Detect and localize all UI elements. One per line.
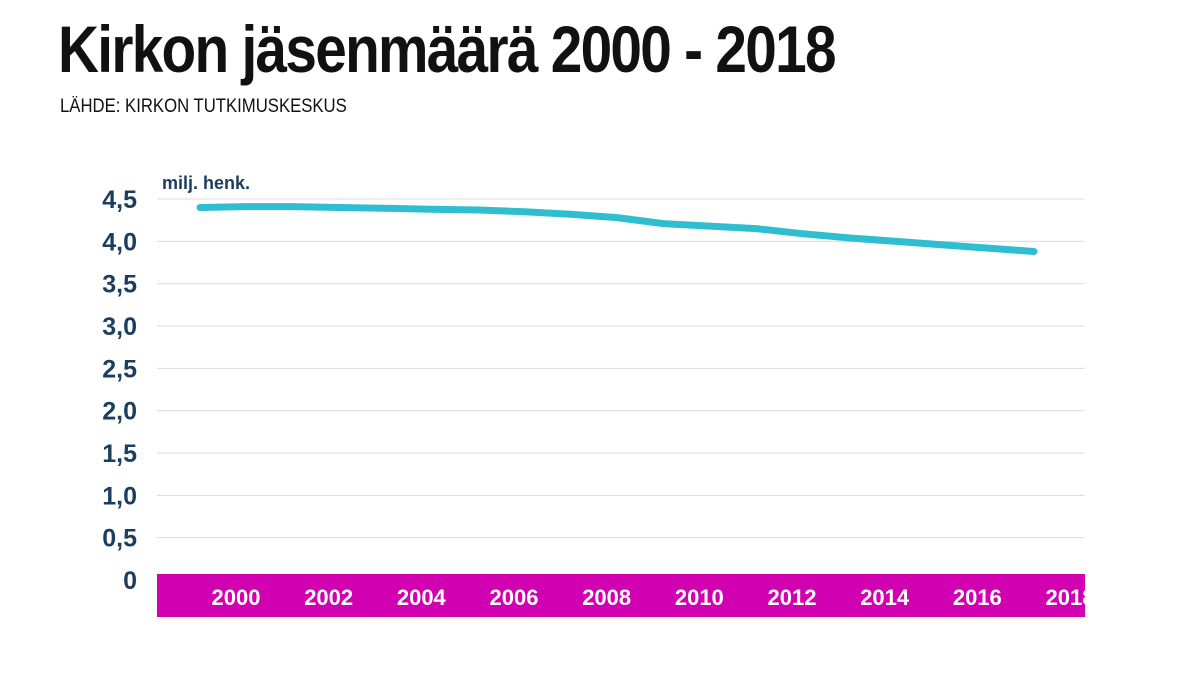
- y-tick-label: 4,0: [102, 228, 137, 256]
- x-tick-label: 2010: [675, 585, 724, 610]
- y-axis-ticks: 0 0,5 1,0 1,5 2,0 2,5 3,0 3,5 4,0 4,5: [102, 186, 137, 595]
- x-tick-label: 2000: [212, 585, 261, 610]
- y-tick-label: 1,5: [102, 440, 137, 468]
- y-tick-label: 3,5: [102, 271, 137, 299]
- x-tick-label: 2006: [490, 585, 539, 610]
- y-tick-label: 0: [123, 567, 137, 595]
- gridlines: [157, 198, 1085, 539]
- x-tick-label: 2008: [582, 585, 631, 610]
- y-tick-label: 2,5: [102, 355, 137, 383]
- x-tick-label: 2002: [304, 585, 353, 610]
- x-tick-label: 2012: [768, 585, 817, 610]
- y-tick-label: 3,0: [102, 313, 137, 341]
- source-label: LÄHDE: KIRKON TUTKIMUSKESKUS: [60, 96, 347, 117]
- x-axis-ticks: 2000 2002 2004 2006 2008 2010 2012 2014 2016 2018: [212, 585, 1095, 610]
- y-tick-label: 2,0: [102, 398, 137, 426]
- x-tick-label: 2016: [953, 585, 1002, 610]
- chart-title: Kirkon jäsenmäärä 2000 - 2018: [58, 12, 837, 86]
- y-axis-unit-label: milj. henk.: [162, 173, 250, 193]
- y-tick-label: 4,5: [102, 186, 137, 214]
- x-tick-label: 2004: [397, 585, 447, 610]
- x-axis-band: [157, 574, 1085, 617]
- x-tick-label: 2018: [1046, 585, 1095, 610]
- y-tick-label: 1,0: [102, 482, 137, 510]
- x-tick-label: 2014: [860, 585, 910, 610]
- y-tick-label: 0,5: [102, 525, 137, 553]
- series-line: [196, 203, 1038, 255]
